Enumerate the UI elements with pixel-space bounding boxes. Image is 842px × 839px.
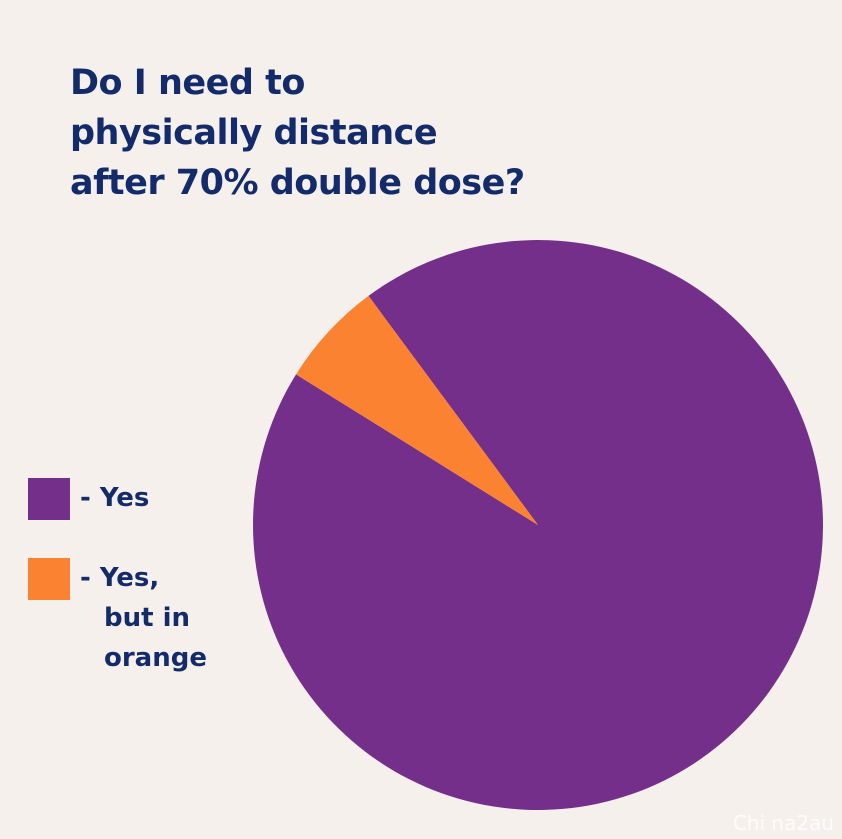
legend-item: - Yes [28,478,154,520]
legend-item: - Yes, but in orange [28,558,207,678]
legend-label: - Yes [80,483,150,513]
watermark: Chi na2au [732,811,834,835]
legend-swatch [28,478,70,520]
chart-title: Do I need to physically distance after 7… [70,63,525,203]
legend-label: - Yes, but in orange [80,563,207,673]
legend-swatch [28,558,70,600]
pie-slice [296,295,538,525]
